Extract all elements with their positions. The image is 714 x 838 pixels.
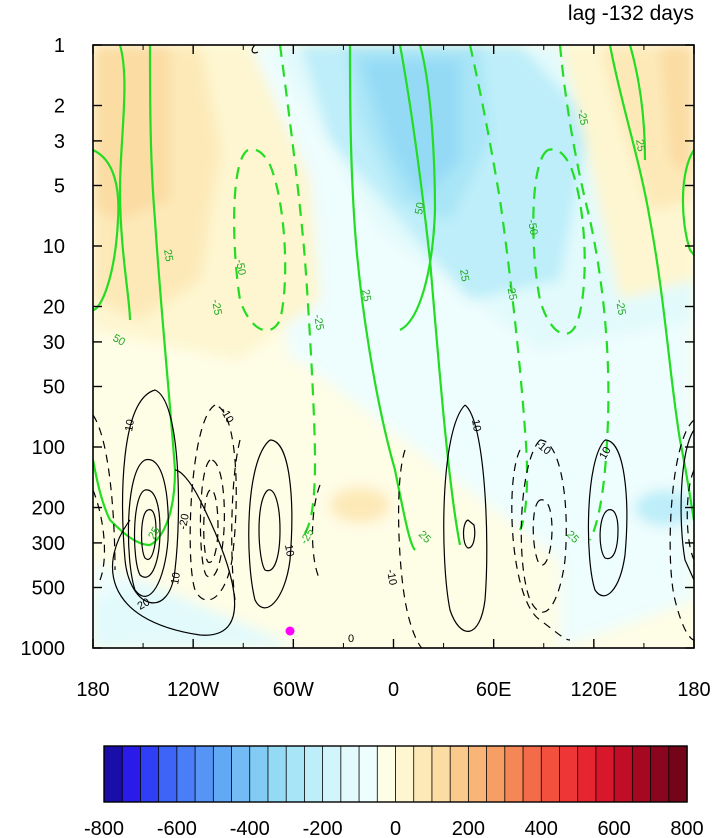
svg-text:10: 10 — [123, 418, 137, 432]
colorbar-swatch — [176, 745, 196, 803]
shaded-field — [93, 45, 694, 648]
x-tick-label: 180 — [677, 679, 710, 701]
colorbar-label: 200 — [452, 818, 485, 838]
colorbar-swatch — [449, 745, 470, 803]
svg-text:50: 50 — [413, 201, 427, 215]
colorbar-label: -200 — [303, 818, 343, 838]
svg-text:-25: -25 — [613, 298, 628, 316]
x-tick-label: 120E — [570, 679, 617, 701]
colorbar-swatch — [413, 745, 433, 803]
svg-text:-20: -20 — [177, 513, 192, 531]
svg-text:-25: -25 — [504, 283, 519, 301]
colorbar-swatch — [486, 745, 506, 803]
black-contours — [111, 45, 694, 636]
colorbar-swatch — [613, 745, 634, 803]
y-tick-label: 1000 — [21, 638, 66, 660]
y-tick-label: 50 — [43, 376, 65, 398]
y-tick-label: 300 — [32, 533, 65, 555]
svg-text:-50: -50 — [525, 218, 540, 236]
colorbar-swatch — [577, 745, 597, 803]
colorbar-swatch — [267, 745, 287, 803]
colorbar-swatch — [668, 745, 688, 803]
x-tick-label: 180 — [76, 679, 109, 701]
y-tick-label: 200 — [32, 498, 65, 520]
colorbar-swatch — [194, 745, 215, 803]
y-tick-label: 3 — [54, 131, 65, 153]
colorbar-swatch — [231, 745, 251, 803]
colorbar-swatch — [650, 745, 670, 803]
x-axis: 180 120W 60W 0 60E 120E 180 — [76, 45, 711, 701]
colorbar-swatch — [121, 745, 142, 803]
colorbar-label: -400 — [230, 818, 270, 838]
colorbar-swatch — [595, 745, 615, 803]
colorbar-swatch — [140, 745, 160, 803]
svg-text:25: 25 — [359, 288, 373, 302]
y-tick-label: 100 — [32, 437, 65, 459]
y-tick-label: 30 — [43, 332, 65, 354]
colorbar-swatch — [103, 745, 123, 803]
colorbar: -800 -600 -400 -200 0 200 400 600 800 — [84, 745, 704, 838]
svg-text:-25: -25 — [575, 108, 590, 126]
green-contours — [93, 45, 694, 551]
black-dashed-contours — [93, 404, 694, 648]
colorbar-label: -600 — [157, 818, 197, 838]
colorbar-swatch — [522, 745, 542, 803]
colorbar-label: -800 — [84, 818, 124, 838]
svg-text:10: 10 — [469, 418, 483, 432]
marker-dot — [285, 626, 295, 636]
y-tick-label: 10 — [43, 236, 65, 258]
svg-text:-50: -50 — [233, 258, 248, 276]
colorbar-swatch — [559, 745, 579, 803]
black-contour-labels: 10 10 20 -20 -10 10 -10 10 -10 10 0 — [123, 406, 614, 646]
svg-text:20: 20 — [136, 596, 153, 613]
chart-title: lag -132 days — [568, 2, 694, 25]
colorbar-swatch — [249, 745, 269, 803]
colorbar-swatch — [631, 745, 652, 803]
colorbar-swatch — [285, 745, 306, 803]
svg-text:-25: -25 — [209, 298, 224, 316]
colorbar-swatch — [504, 745, 524, 803]
green-dashed-contours — [233, 45, 610, 541]
svg-text:25: 25 — [161, 248, 175, 262]
colorbar-swatch — [467, 745, 488, 803]
colorbar-swatch — [540, 745, 561, 803]
y-tick-label: 1 — [54, 35, 65, 57]
colorbar-label: 0 — [390, 818, 401, 838]
colorbar-swatch — [212, 745, 233, 803]
svg-text:25: 25 — [146, 525, 163, 542]
colorbar-swatch — [322, 745, 342, 803]
colorbar-swatch — [340, 745, 360, 803]
svg-text:10: 10 — [282, 543, 296, 557]
green-contour-labels: 25 50 25 -50 -25 -25 -25 25 50 25 -25 25… — [111, 108, 647, 546]
colorbar-swatch — [395, 745, 415, 803]
svg-text:10: 10 — [597, 445, 614, 462]
y-tick-label: 2 — [54, 96, 65, 118]
colorbar-swatch — [158, 745, 178, 803]
colorbar-swatch — [358, 745, 378, 803]
colorbar-label: 400 — [525, 818, 558, 838]
colorbar-swatch — [376, 745, 397, 803]
svg-text:-25: -25 — [311, 313, 326, 331]
colorbar-frame — [103, 745, 688, 803]
svg-text:10: 10 — [169, 571, 183, 585]
svg-text:25: 25 — [633, 138, 647, 152]
x-tick-label: 60E — [476, 679, 512, 701]
colorbar-swatch — [304, 745, 324, 803]
colorbar-label: 800 — [670, 818, 703, 838]
x-tick-label: 60W — [273, 679, 314, 701]
y-tick-label: 20 — [43, 297, 65, 319]
svg-text:0: 0 — [348, 633, 354, 645]
svg-text:25: 25 — [457, 268, 471, 282]
svg-text:-10: -10 — [384, 568, 399, 586]
y-tick-label: 500 — [32, 577, 65, 599]
y-tick-label: 5 — [54, 175, 65, 197]
colorbar-label: 600 — [597, 818, 630, 838]
x-tick-label: 0 — [388, 679, 399, 701]
x-tick-label: 120W — [167, 679, 219, 701]
colorbar-swatch — [431, 745, 451, 803]
svg-text:50: 50 — [111, 332, 128, 349]
